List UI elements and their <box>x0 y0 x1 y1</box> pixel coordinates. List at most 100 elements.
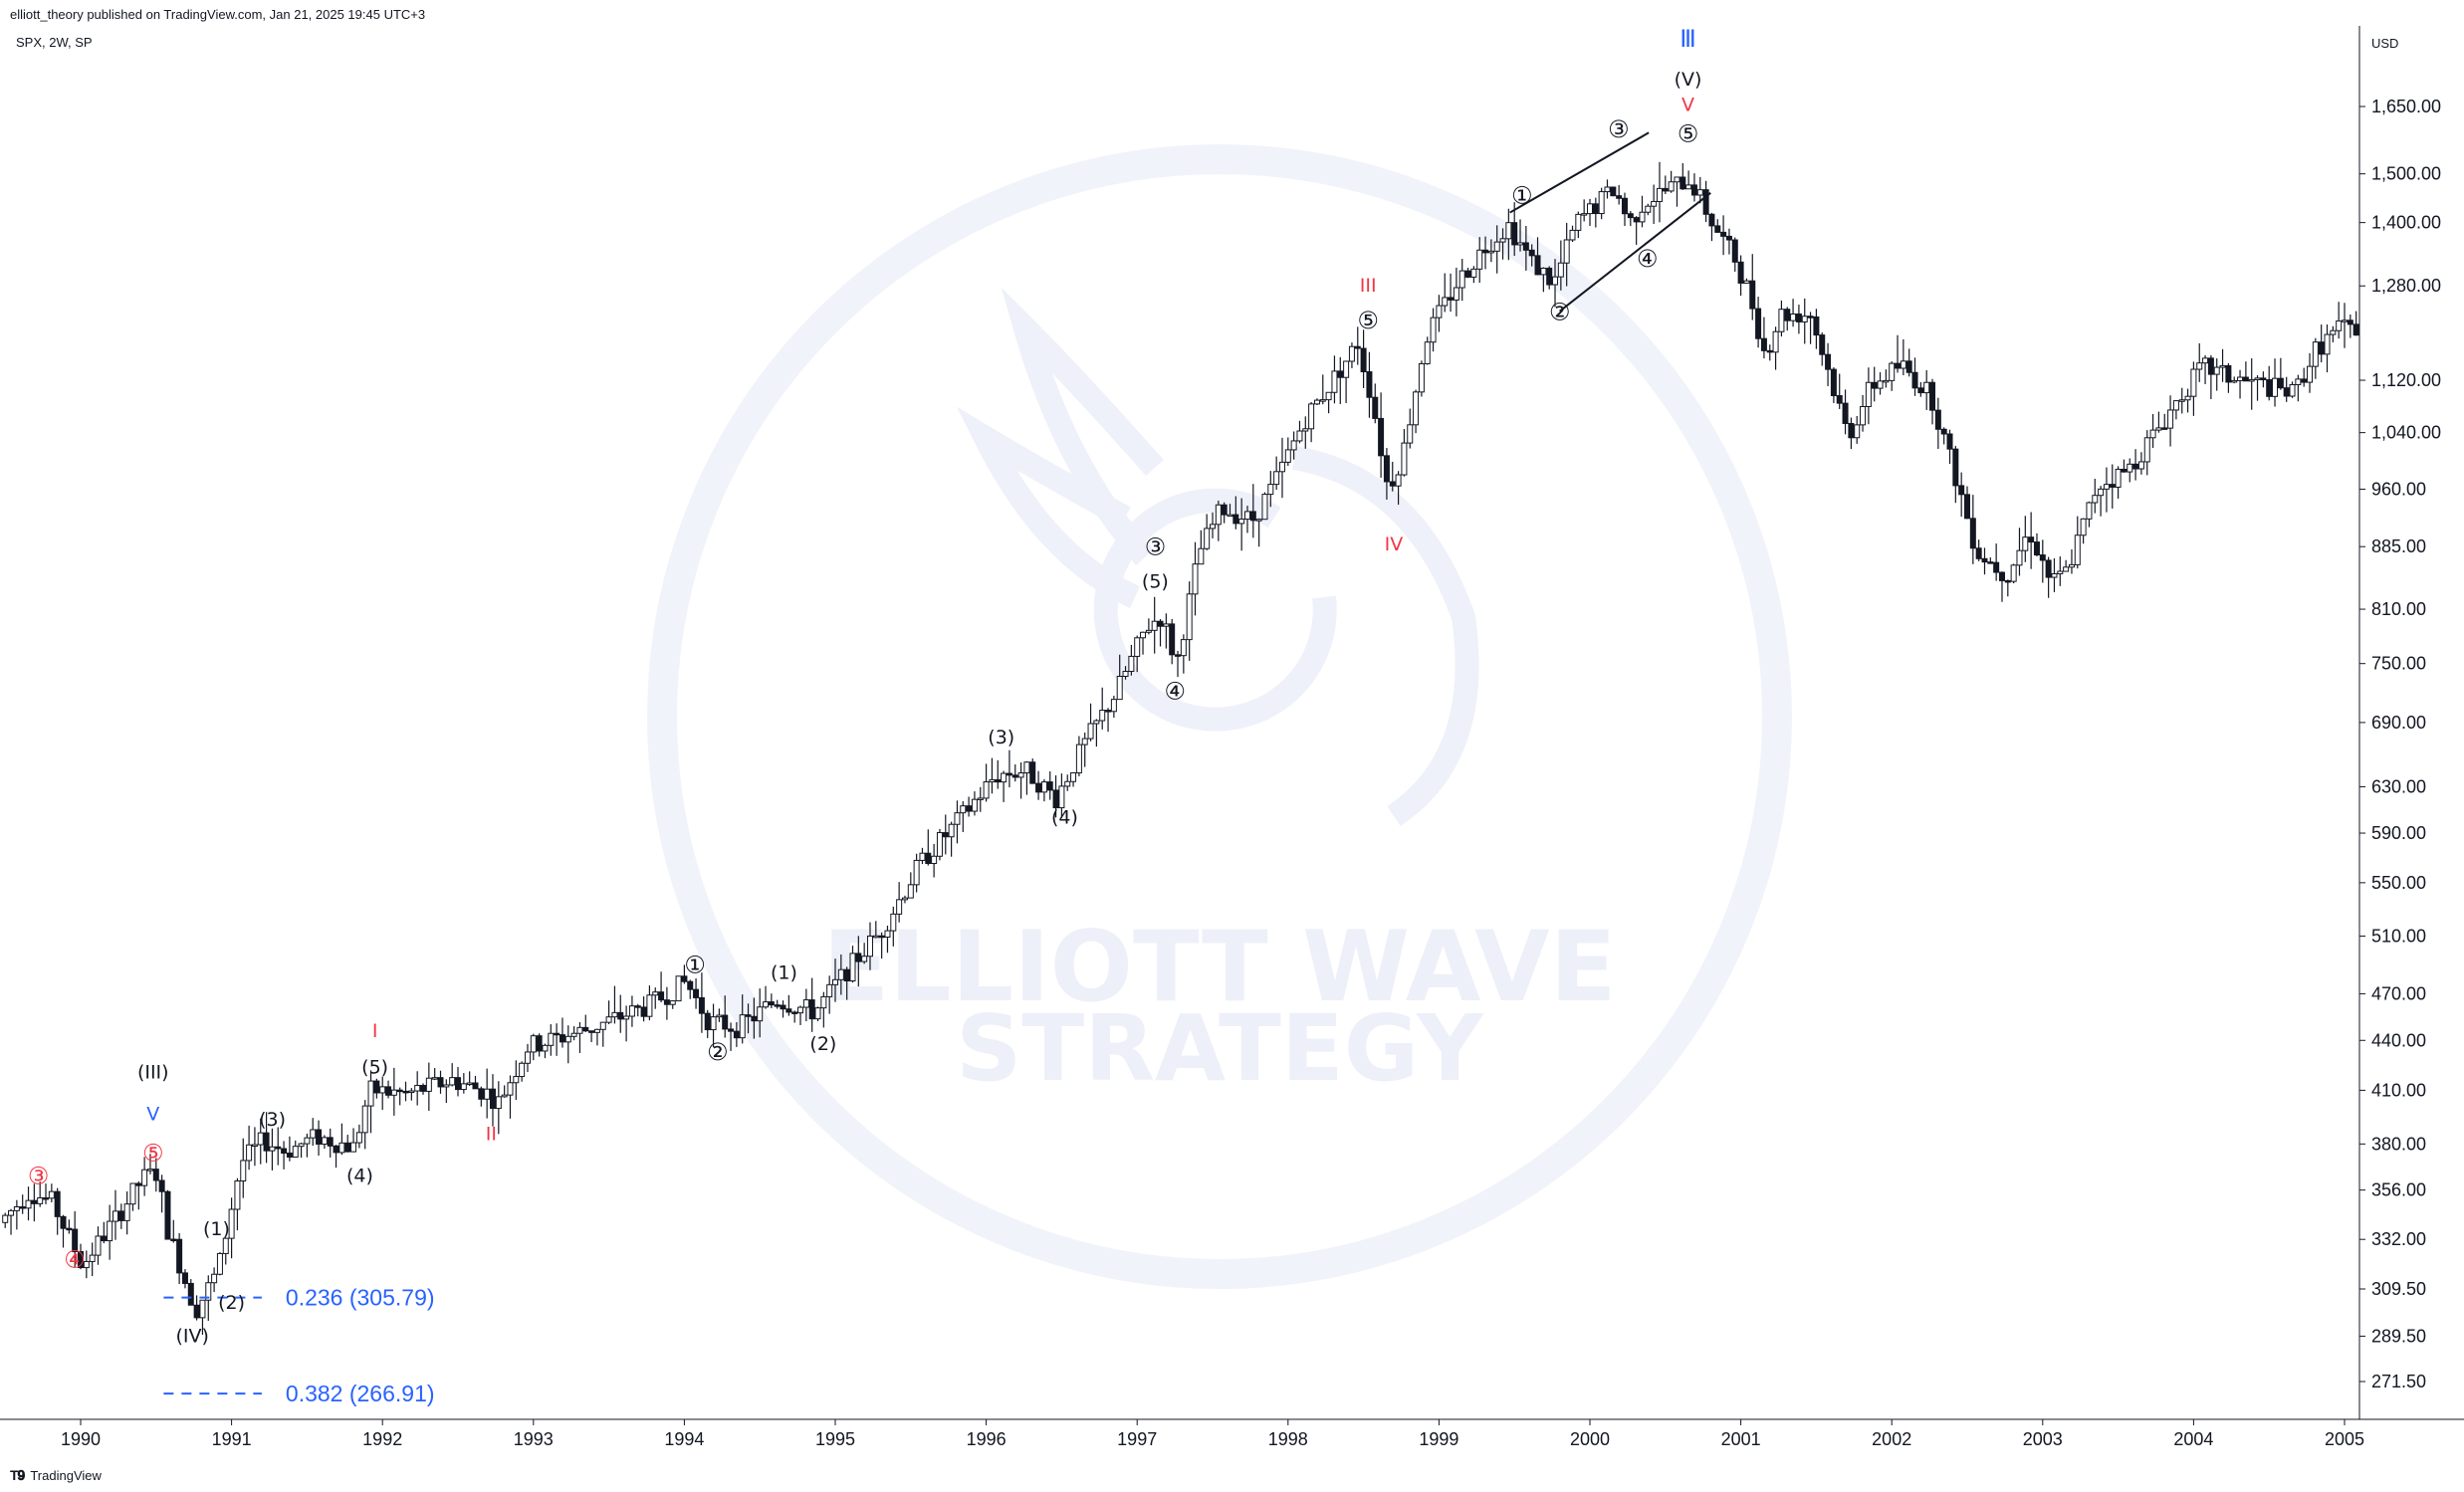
candle-body <box>83 1260 90 1269</box>
time-tick-label: 1999 <box>1419 1429 1458 1449</box>
wave-label: (3) <box>988 727 1014 748</box>
candle-body <box>1249 511 1256 522</box>
candle-body <box>1883 379 1890 383</box>
time-tick-label: 2005 <box>2325 1429 2364 1449</box>
candle-body <box>1895 362 1902 369</box>
candle-body <box>2342 320 2348 322</box>
candle-body <box>2086 502 2093 520</box>
candle-body <box>1639 211 1646 223</box>
candle-body <box>1848 422 1855 439</box>
candle-body <box>1430 317 1437 343</box>
candle-body <box>768 1001 775 1006</box>
candle-body <box>158 1179 165 1192</box>
time-tick-label: 1996 <box>967 1429 1007 1449</box>
candle-body <box>43 1196 50 1200</box>
price-tick-label: 690.00 <box>2371 713 2426 733</box>
candle-body <box>1795 313 1802 322</box>
candle-body <box>1569 229 1576 241</box>
price-axis[interactable]: 1,650.00 1,500.00 1,400.00 1,280.00 1,120.00… <box>2359 97 2441 1391</box>
candle-body <box>1731 239 1738 263</box>
wave-label: ① <box>1511 182 1533 210</box>
candle-body <box>1610 186 1617 197</box>
wave-label: (IV) <box>175 1326 208 1348</box>
candle-body <box>1029 761 1036 784</box>
candle-body <box>548 1032 555 1046</box>
wave-label: Ⅲ <box>1680 25 1696 53</box>
candle-body <box>455 1077 461 1091</box>
currency-label: USD <box>2371 36 2398 51</box>
candle-body <box>1720 231 1727 237</box>
candle-body <box>355 1132 362 1144</box>
candle-body <box>431 1077 438 1080</box>
candle-body <box>1836 395 1843 404</box>
candle-body <box>1737 261 1744 284</box>
candle-body <box>1198 547 1205 565</box>
candle-body <box>54 1190 61 1217</box>
candle-body <box>164 1190 171 1240</box>
candle-body <box>866 935 873 958</box>
candle-body <box>536 1035 543 1052</box>
candle-body <box>1482 249 1489 254</box>
candle-body <box>1186 593 1193 641</box>
candle-body <box>1221 504 1228 516</box>
diagonal-trendline[interactable] <box>1559 192 1711 313</box>
time-tick-label: 2003 <box>2023 1429 2063 1449</box>
candle-body <box>1662 187 1669 192</box>
candle-body <box>72 1228 79 1253</box>
candle-body <box>971 798 978 812</box>
candle-body <box>1725 235 1732 241</box>
candle-body <box>1690 184 1697 196</box>
price-tick-label: 470.00 <box>2371 983 2426 1003</box>
candle-body <box>1134 637 1141 657</box>
tradingview-brand[interactable]: T𝟗 TradingView <box>10 1467 102 1484</box>
candle-body <box>1540 267 1547 276</box>
candle-body <box>2161 427 2168 430</box>
candle-body <box>361 1105 368 1134</box>
candle-body <box>1830 368 1837 397</box>
candle-body <box>524 1051 531 1064</box>
candle-body <box>107 1220 113 1242</box>
candle-body <box>634 1005 641 1008</box>
price-tick-label: 960.00 <box>2371 479 2426 499</box>
wave-label: (2) <box>218 1292 245 1314</box>
candle-body <box>1325 391 1332 401</box>
candle-body <box>1871 381 1878 389</box>
candle-body <box>1517 242 1524 246</box>
candle-body <box>507 1082 514 1096</box>
candle-body <box>960 805 967 814</box>
symbol-info[interactable]: SPX, 2W, SP <box>16 35 93 50</box>
time-tick-label: 2000 <box>1570 1429 1610 1449</box>
candle-body <box>193 1304 200 1319</box>
candle-body <box>843 968 850 982</box>
candle-body <box>628 1005 635 1017</box>
candle-body <box>205 1282 212 1301</box>
candle-body <box>1889 362 1896 381</box>
candle-body <box>1911 371 1918 389</box>
candle-body <box>1557 262 1564 278</box>
watermark-ring <box>647 144 1792 1289</box>
candle-body <box>48 1190 55 1199</box>
candle-body <box>2098 488 2105 497</box>
candle-body <box>187 1282 194 1306</box>
trendlines-layer <box>1509 131 1711 313</box>
time-tick-label: 1992 <box>362 1429 402 1449</box>
candle-body <box>2231 379 2238 383</box>
candle-body <box>402 1090 409 1094</box>
candle-body <box>2248 378 2255 382</box>
candle-body <box>1860 406 1867 426</box>
candle-body <box>2033 541 2040 556</box>
phoenix-logo-icon <box>956 287 1479 826</box>
candle-body <box>1470 268 1477 278</box>
wave-label: (III) <box>137 1061 169 1083</box>
diagonal-trendline[interactable] <box>1509 131 1650 214</box>
candle-body <box>1522 242 1529 251</box>
candle-body <box>698 996 705 1014</box>
candle-body <box>1581 213 1588 216</box>
candle-body <box>605 1016 612 1023</box>
time-axis[interactable]: 1990 1991 1992 1993 1994 1995 1996 1997 1998 1999… <box>61 1419 2364 1449</box>
price-tick-label: 1,120.00 <box>2371 370 2441 390</box>
price-tick-label: 440.00 <box>2371 1030 2426 1050</box>
candle-body <box>2318 341 2325 355</box>
candle-body <box>1273 471 1280 486</box>
